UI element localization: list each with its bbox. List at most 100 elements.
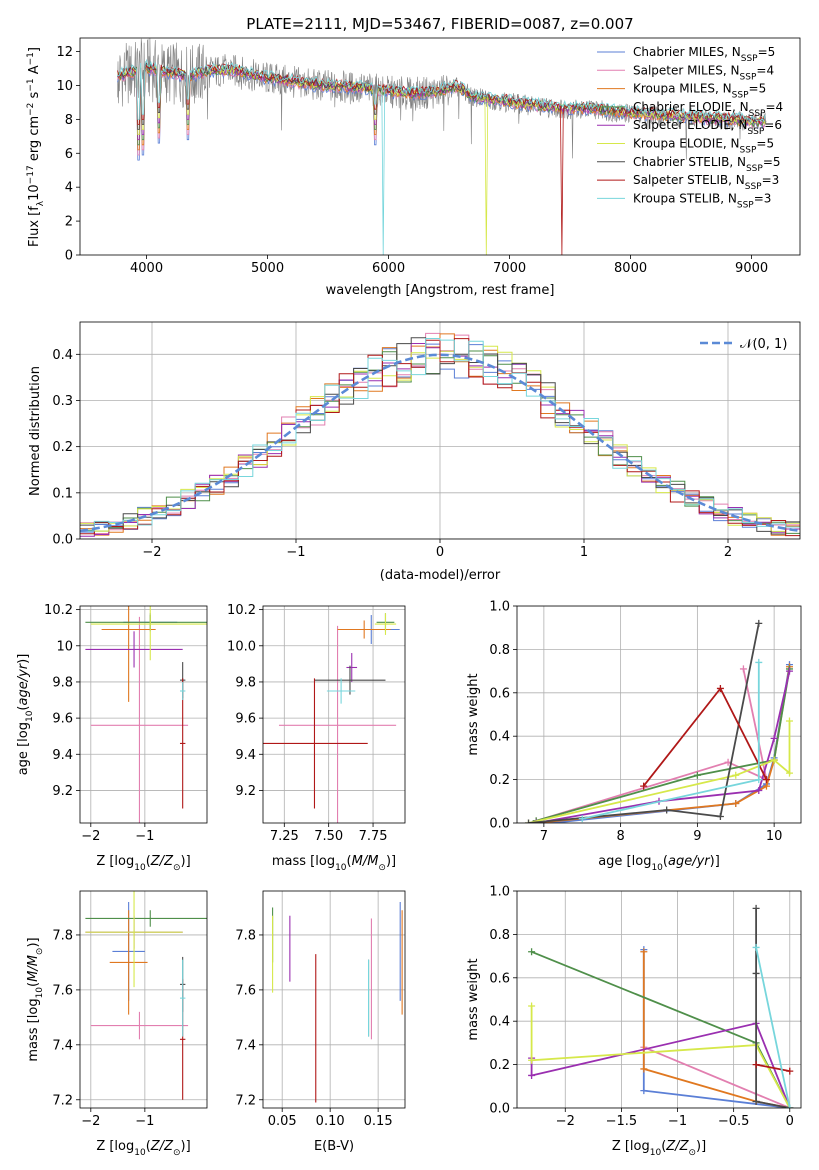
x-tick-label: −2: [142, 545, 161, 560]
residual-histogram-kroupa-stelib: [80, 338, 800, 532]
x-tick-label: 6000: [372, 261, 405, 276]
weight-marker: [739, 665, 747, 673]
y-tick-label: 9.2: [235, 784, 256, 799]
x-tick-label: −0.5: [718, 1114, 750, 1129]
y-tick-label: 7.2: [235, 1093, 256, 1108]
x-axis-label: Z [log10(Z/Z⊙)]: [96, 854, 190, 873]
y-tick-label: 7.6: [235, 983, 256, 998]
weight-marker: [716, 684, 724, 692]
weight-line-salpeter-miles: [643, 1046, 791, 1108]
y-tick-label: 0.1: [52, 486, 73, 501]
y-axis-label: mass weight: [466, 958, 481, 1040]
panel-spectrum: 4000 5000 6000 7000 8000 9000 0 2 4 6 8 10 12 wavelen…: [26, 37, 801, 298]
errorbar-point: [90, 1011, 189, 1040]
weight-marker: [755, 776, 763, 784]
x-tick-label: 7.75: [359, 829, 388, 844]
panel-mass_vs_ebv: 0.05 0.10 0.15 7.2 7.4 7.6 7.8 E(B-V): [235, 890, 406, 1154]
legend-entry: Salpeter ELODIE, NSSP=6: [633, 118, 782, 137]
panel-mass_vs_Z: −2 −1 7.2 7.4 7.6 7.8 Z [log10(Z/Z⊙)] mass [log…: [26, 890, 208, 1158]
plot-area: [263, 606, 405, 823]
x-tick-label: 7.25: [270, 829, 299, 844]
errorbar-point: [85, 910, 207, 927]
y-tick-label: 0.4: [52, 348, 73, 363]
weight-line-salpeter-miles: [535, 668, 768, 822]
y-tick-label: 9.6: [235, 712, 256, 727]
y-axis-label: age [log10(age/yr)]: [16, 654, 35, 776]
y-tick-label: 10: [56, 79, 73, 94]
weight-marker: [640, 1065, 648, 1073]
y-tick-label: 9.4: [52, 748, 73, 763]
x-tick-label: 0: [786, 1114, 794, 1129]
weight-marker: [578, 815, 586, 823]
weight-line-kroupa-miles: [536, 666, 791, 823]
weight-marker: [528, 1056, 536, 1064]
errorbar-point: [374, 613, 397, 635]
weight-marker: [755, 786, 763, 794]
y-axis-label: Flux [fλ10−17 erg cm−2 s−1 A−1]: [26, 47, 46, 247]
y-tick-label: 0.6: [489, 686, 510, 701]
weight-marker: [786, 1104, 794, 1108]
weight-marker: [732, 799, 740, 807]
x-tick-label: −2: [556, 1114, 575, 1129]
panel-residuals: −2 −1 0 1 2 0.0 0.1 0.2 0.3 0.4 (data-model)/error…: [28, 321, 801, 583]
weight-marker: [785, 717, 793, 725]
errorbar-point: [314, 665, 386, 695]
weight-marker: [528, 948, 536, 956]
weight-line-chabrier-stelib: [755, 908, 790, 1108]
axes-frame: [79, 321, 801, 540]
weight-line-chabrier-miles: [642, 949, 790, 1108]
errorbar-point: [90, 606, 207, 661]
axes-frame: [262, 605, 406, 824]
residual-histogram-chabrier-stelib: [80, 337, 800, 535]
errorbar-point: [101, 606, 156, 702]
x-tick-label: 0.10: [316, 1114, 345, 1129]
axes-frame: [516, 890, 802, 1109]
y-tick-label: 7.8: [52, 928, 73, 943]
y-tick-label: 0.4: [489, 730, 510, 745]
x-tick-label: −2: [81, 829, 100, 844]
model-spectrum-kroupa-stelib: [117, 58, 766, 255]
errorbar-point: [179, 959, 186, 1037]
errorbar-point: [326, 678, 356, 704]
legend-entry: Kroupa ELODIE, NSSP=5: [633, 137, 774, 156]
x-tick-label: 1: [580, 545, 588, 560]
weight-marker: [755, 658, 763, 666]
y-tick-label: 10.2: [44, 603, 73, 618]
weight-marker: [663, 806, 671, 814]
y-tick-label: 9.8: [235, 675, 256, 690]
x-axis-label: (data-model)/error: [380, 568, 501, 583]
x-tick-label: 7: [540, 829, 548, 844]
weight-marker: [770, 734, 778, 742]
weight-marker: [786, 1067, 794, 1075]
weight-marker: [528, 1071, 536, 1079]
y-tick-label: 7.8: [235, 928, 256, 943]
weight-marker: [752, 1061, 760, 1069]
x-tick-label: 2: [724, 545, 732, 560]
axes-frame: [79, 37, 801, 256]
x-tick-label: 9000: [735, 261, 768, 276]
weight-line-salpeter-stelib: [755, 1063, 790, 1072]
legend-entry: Chabrier STELIB, NSSP=5: [633, 155, 781, 174]
y-tick-label: 0.2: [52, 440, 73, 455]
weight-line-kroupa-miles: [642, 951, 790, 1108]
gaussian-curve: [80, 353, 800, 533]
plot-area: [263, 891, 405, 1108]
y-tick-label: 0.2: [489, 773, 510, 788]
y-tick-label: 0.8: [489, 643, 510, 658]
x-axis-label: Z [log10(Z/Z⊙)]: [612, 1139, 706, 1158]
errorbar-point: [263, 678, 368, 809]
weight-marker: [770, 756, 778, 764]
y-tick-label: 12: [56, 45, 73, 60]
errorbar-point: [337, 620, 391, 639]
y-tick-label: 10.0: [227, 639, 256, 654]
x-tick-label: 4000: [130, 261, 163, 276]
figure-title: PLATE=2111, MJD=53467, FIBERID=0087, z=0…: [246, 15, 633, 33]
legend-entry: Chabrier ELODIE, NSSP=4: [633, 100, 783, 119]
y-tick-label: 0.4: [489, 1015, 510, 1030]
plot-area: [117, 38, 767, 255]
weight-marker: [785, 667, 793, 675]
weight-marker: [752, 904, 760, 912]
y-tick-label: 7.6: [52, 983, 73, 998]
panel-age_vs_Z: −2 −1 9.2 9.4 9.6 9.8 10 10.2 Z [log10(Z/Z⊙)] age…: [16, 603, 208, 873]
weight-line-kroupa-stelib: [755, 947, 791, 1108]
